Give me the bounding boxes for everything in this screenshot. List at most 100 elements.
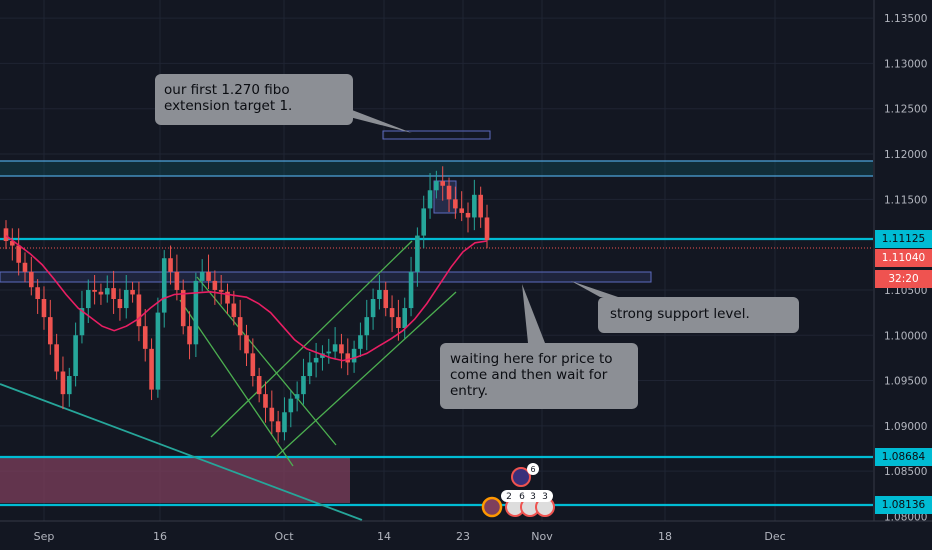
candle-body	[104, 288, 110, 295]
time-tick-label: 14	[377, 530, 391, 543]
candle-body	[389, 308, 395, 318]
falling-channel-upper[interactable]	[196, 276, 337, 446]
candle-body	[16, 245, 21, 263]
falling-channel-lower[interactable]	[179, 299, 294, 467]
candle-body	[402, 308, 408, 329]
candle-body	[294, 394, 300, 399]
price-tag-108684: 1.08684	[875, 448, 932, 466]
price-tick-label: 1.10000	[884, 330, 927, 342]
fibo-target-note[interactable]: our first 1.270 fibo extension target 1.	[155, 74, 353, 125]
time-tick-label: 23	[456, 530, 470, 543]
event-count-text: 6	[530, 465, 535, 474]
price-tick-label: 1.12500	[884, 104, 927, 116]
candle-body	[130, 289, 135, 295]
candle-body	[123, 289, 129, 309]
candle-body	[79, 308, 85, 336]
candle-body	[446, 185, 452, 200]
price-tick-label: 1.08500	[884, 466, 927, 478]
candle-body	[377, 289, 382, 300]
event-digit-1: 2	[506, 492, 512, 502]
candle-body	[345, 353, 351, 363]
candle-body	[396, 317, 401, 329]
time-tick-label: Oct	[274, 530, 294, 543]
candle-body	[66, 376, 72, 395]
candle-body	[256, 376, 262, 395]
horizontal-levels	[0, 160, 873, 507]
candle-body	[415, 235, 420, 272]
candle-body	[54, 344, 59, 372]
candle-body	[168, 258, 173, 272]
candlestick-series	[3, 166, 490, 443]
candle-body	[218, 289, 224, 292]
candle-body	[92, 289, 97, 292]
price-tick-label: 1.09000	[884, 421, 927, 433]
price-tag-111125: 1.11125	[875, 230, 932, 248]
candle-body	[29, 271, 34, 288]
candle-body	[313, 357, 319, 363]
candle-body	[478, 194, 483, 218]
candle-body	[193, 280, 199, 345]
candle-body	[244, 335, 249, 354]
time-tick-label: Sep	[34, 530, 55, 543]
rising-channel-lower[interactable]	[275, 291, 457, 458]
event-digit-bg	[501, 490, 553, 502]
price-tag-111040: 1.11040	[875, 249, 932, 267]
candle-body	[282, 412, 287, 433]
fibo-target-box[interactable]	[382, 130, 491, 140]
candle-body	[459, 208, 464, 213]
candle-body	[263, 394, 268, 408]
moving-average-line	[5, 234, 488, 362]
candle-body	[60, 371, 66, 395]
resistance-zone	[0, 161, 873, 176]
candle-body	[383, 289, 389, 309]
candle-body	[339, 344, 344, 354]
candle-body	[73, 335, 78, 377]
candle-body	[332, 344, 338, 352]
waiting-entry-note[interactable]: waiting here for price to come and then …	[440, 343, 638, 409]
candle-body	[142, 326, 148, 349]
candle-body	[326, 351, 332, 354]
event-digit-3: 3	[530, 492, 536, 502]
candle-body	[174, 271, 180, 290]
candle-body	[421, 208, 427, 236]
price-tick-label: 1.13500	[884, 13, 927, 25]
price-tick-label: 1.09500	[884, 376, 927, 388]
long-downtrend-line[interactable]	[0, 383, 363, 521]
event-badges[interactable]: 6 2 6 3 3	[481, 463, 555, 518]
candle-body	[351, 348, 357, 363]
candle-body	[408, 271, 414, 309]
candle-body	[358, 335, 363, 349]
candle-body	[155, 312, 161, 390]
candle-body	[206, 271, 211, 281]
event-digit-4: 3	[542, 492, 548, 502]
rising-channel-upper[interactable]	[210, 240, 413, 438]
event-count-bubble	[527, 463, 539, 475]
candle-body	[434, 181, 439, 191]
candle-body	[48, 317, 53, 345]
countdown-tag: 32:20	[875, 270, 932, 288]
time-axis[interactable]: Sep 16 Oct 14 23 Nov 18 Dec	[0, 520, 932, 550]
candle-body	[180, 289, 186, 327]
time-tick-label: 18	[658, 530, 672, 543]
candle-body	[85, 289, 91, 309]
candle-body	[301, 376, 306, 395]
time-axis-bg	[0, 521, 932, 550]
candle-body	[41, 299, 47, 318]
candle-body	[440, 181, 445, 186]
support-note-pointer	[571, 281, 618, 297]
event-badge-1[interactable]	[481, 496, 503, 518]
candle-body	[465, 212, 471, 218]
candle-body	[370, 299, 376, 318]
candle-body	[250, 353, 256, 377]
support-zone-box[interactable]	[0, 271, 652, 283]
candle-body	[10, 241, 15, 246]
time-tick-label: 16	[153, 530, 167, 543]
support-level-note[interactable]: strong support level.	[598, 297, 799, 333]
candle-body	[453, 199, 458, 209]
price-tag-108136: 1.08136	[875, 496, 932, 514]
event-badge-top[interactable]	[511, 467, 531, 487]
price-tick-label-partial: 1.08000	[884, 511, 927, 523]
time-tick-label: Dec	[764, 530, 785, 543]
price-tick-label: 1.11500	[884, 194, 927, 206]
